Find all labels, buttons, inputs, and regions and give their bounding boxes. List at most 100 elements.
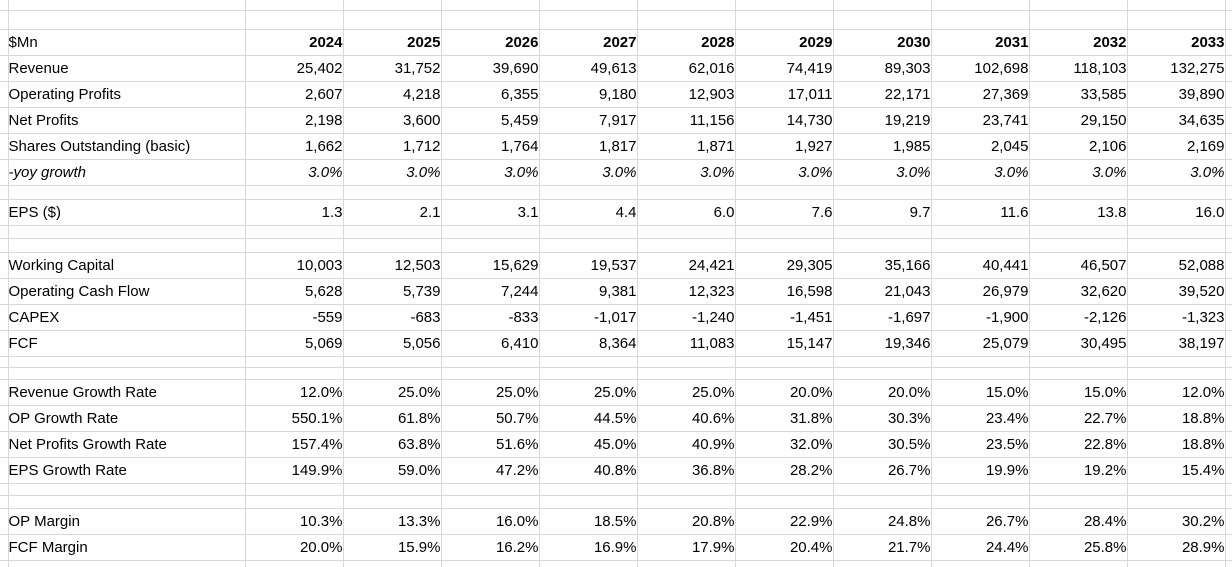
empty-cell[interactable]: [441, 225, 540, 239]
empty-cell[interactable]: [833, 10, 932, 30]
empty-cell[interactable]: [735, 0, 834, 11]
left-sliver-cell[interactable]: [0, 367, 9, 380]
value-cell[interactable]: 2,607: [245, 81, 344, 108]
year-header-cell[interactable]: 2027: [539, 29, 638, 56]
empty-label-cell[interactable]: [8, 225, 246, 239]
value-cell[interactable]: 31,752: [343, 55, 442, 82]
value-cell[interactable]: 40,441: [931, 252, 1030, 279]
empty-cell[interactable]: [1127, 0, 1226, 11]
left-sliver-cell[interactable]: [0, 379, 9, 406]
value-cell[interactable]: 51.6%: [441, 431, 540, 458]
left-sliver-cell[interactable]: [0, 159, 9, 186]
value-cell[interactable]: 21,043: [833, 278, 932, 305]
value-cell[interactable]: 44.5%: [539, 405, 638, 432]
value-cell[interactable]: 30,495: [1029, 330, 1128, 357]
value-cell[interactable]: 3.0%: [245, 159, 344, 186]
empty-cell[interactable]: [343, 225, 442, 239]
left-sliver-cell[interactable]: [0, 133, 9, 160]
left-sliver-cell[interactable]: [0, 225, 9, 239]
value-cell[interactable]: 32.0%: [735, 431, 834, 458]
value-cell[interactable]: 22.8%: [1029, 431, 1128, 458]
value-cell[interactable]: 46,507: [1029, 252, 1128, 279]
empty-cell[interactable]: [343, 0, 442, 11]
empty-cell[interactable]: [833, 483, 932, 496]
value-cell[interactable]: 8,364: [539, 330, 638, 357]
right-sliver-cell[interactable]: [1225, 29, 1232, 56]
value-cell[interactable]: 29,150: [1029, 107, 1128, 134]
left-sliver-cell[interactable]: [0, 534, 9, 561]
value-cell[interactable]: -1,697: [833, 304, 932, 331]
empty-cell[interactable]: [1127, 238, 1226, 253]
empty-cell[interactable]: [931, 225, 1030, 239]
empty-cell[interactable]: [833, 367, 932, 380]
left-sliver-cell[interactable]: [0, 304, 9, 331]
year-header-cell[interactable]: 2028: [637, 29, 736, 56]
value-cell[interactable]: 20.0%: [735, 379, 834, 406]
value-cell[interactable]: 45.0%: [539, 431, 638, 458]
empty-label-cell[interactable]: [8, 495, 246, 509]
value-cell[interactable]: 2,106: [1029, 133, 1128, 160]
right-sliver-cell[interactable]: [1225, 107, 1232, 134]
right-sliver-cell[interactable]: [1225, 0, 1232, 11]
value-cell[interactable]: 6,355: [441, 81, 540, 108]
value-cell[interactable]: 13.8: [1029, 199, 1128, 226]
right-sliver-cell[interactable]: [1225, 560, 1232, 567]
empty-cell[interactable]: [833, 0, 932, 11]
empty-cell[interactable]: [931, 185, 1030, 200]
row-label-cell[interactable]: OP Growth Rate: [8, 405, 246, 432]
empty-cell[interactable]: [343, 356, 442, 368]
value-cell[interactable]: 62,016: [637, 55, 736, 82]
value-cell[interactable]: 11,083: [637, 330, 736, 357]
row-label-cell[interactable]: Net Profits: [8, 107, 246, 134]
empty-cell[interactable]: [343, 367, 442, 380]
empty-cell[interactable]: [1029, 238, 1128, 253]
value-cell[interactable]: 12.0%: [245, 379, 344, 406]
value-cell[interactable]: 7,917: [539, 107, 638, 134]
empty-cell[interactable]: [735, 238, 834, 253]
empty-label-cell[interactable]: [8, 238, 246, 253]
value-cell[interactable]: 7.6: [735, 199, 834, 226]
value-cell[interactable]: 19.2%: [1029, 457, 1128, 484]
empty-cell[interactable]: [441, 367, 540, 380]
left-sliver-cell[interactable]: [0, 107, 9, 134]
empty-label-cell[interactable]: [8, 0, 246, 11]
left-sliver-cell[interactable]: [0, 55, 9, 82]
value-cell[interactable]: 3.0%: [735, 159, 834, 186]
value-cell[interactable]: 28.4%: [1029, 508, 1128, 535]
left-sliver-cell[interactable]: [0, 560, 9, 567]
value-cell[interactable]: 22,171: [833, 81, 932, 108]
value-cell[interactable]: 6.0: [637, 199, 736, 226]
value-cell[interactable]: 1,985: [833, 133, 932, 160]
value-cell[interactable]: 2,045: [931, 133, 1030, 160]
value-cell[interactable]: 1,927: [735, 133, 834, 160]
value-cell[interactable]: 24.8%: [833, 508, 932, 535]
value-cell[interactable]: 50.7%: [441, 405, 540, 432]
empty-cell[interactable]: [833, 495, 932, 509]
empty-cell[interactable]: [441, 356, 540, 368]
empty-label-cell[interactable]: [8, 367, 246, 380]
value-cell[interactable]: 3.0%: [637, 159, 736, 186]
value-cell[interactable]: 25.0%: [343, 379, 442, 406]
left-sliver-cell[interactable]: [0, 0, 9, 11]
empty-cell[interactable]: [833, 356, 932, 368]
empty-cell[interactable]: [539, 356, 638, 368]
value-cell[interactable]: 1,764: [441, 133, 540, 160]
value-cell[interactable]: 74,419: [735, 55, 834, 82]
empty-cell[interactable]: [539, 367, 638, 380]
row-label-cell[interactable]: Revenue: [8, 55, 246, 82]
value-cell[interactable]: 17.9%: [637, 534, 736, 561]
value-cell[interactable]: 6,410: [441, 330, 540, 357]
value-cell[interactable]: -1,240: [637, 304, 736, 331]
right-sliver-cell[interactable]: [1225, 508, 1232, 535]
value-cell[interactable]: 16,598: [735, 278, 834, 305]
value-cell[interactable]: 33,585: [1029, 81, 1128, 108]
row-label-cell[interactable]: Operating Profits: [8, 81, 246, 108]
value-cell[interactable]: 25.0%: [441, 379, 540, 406]
empty-cell[interactable]: [245, 560, 344, 567]
value-cell[interactable]: 26.7%: [931, 508, 1030, 535]
empty-cell[interactable]: [245, 483, 344, 496]
value-cell[interactable]: 21.7%: [833, 534, 932, 561]
empty-cell[interactable]: [931, 367, 1030, 380]
left-sliver-cell[interactable]: [0, 278, 9, 305]
value-cell[interactable]: 30.5%: [833, 431, 932, 458]
